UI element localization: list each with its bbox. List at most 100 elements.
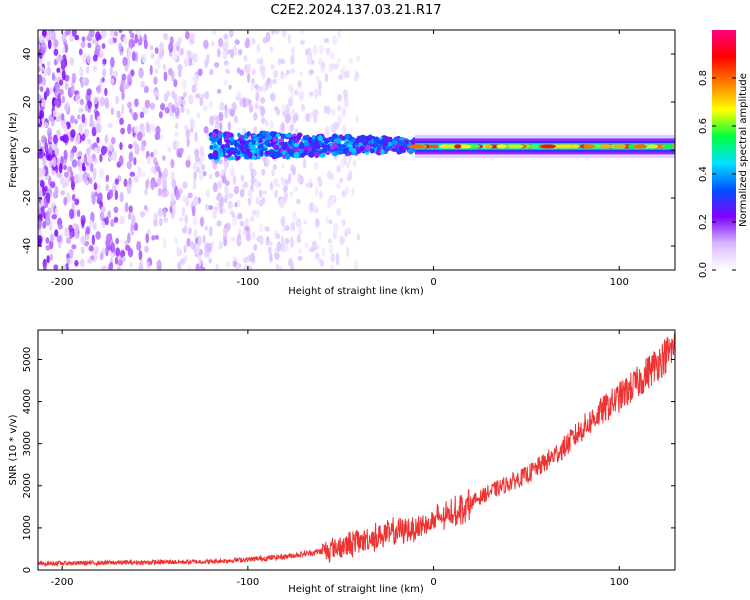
spectrogram-cell xyxy=(104,134,109,144)
spectrogram-cell xyxy=(289,123,295,133)
spectrogram-cell xyxy=(344,133,351,140)
spectrogram-cell xyxy=(146,229,151,235)
spectrogram-cell xyxy=(370,139,375,144)
spectrogram-cell xyxy=(101,30,107,39)
spectrogram-cell xyxy=(178,216,184,222)
spectrogram-cell xyxy=(209,68,214,76)
spectrogram-cell xyxy=(98,167,105,179)
spectrogram-cell xyxy=(270,92,276,102)
spectrogram-cell xyxy=(256,154,261,160)
spectrogram-cell xyxy=(283,190,288,202)
snr-frame xyxy=(37,329,676,571)
spectrogram-cell xyxy=(316,256,322,262)
spectrogram-cell xyxy=(387,141,393,146)
spectrogram-cell xyxy=(186,237,191,247)
spectrogram-cell xyxy=(38,234,43,246)
spectrogram-cell xyxy=(325,47,331,56)
spectrogram-cell xyxy=(124,82,130,90)
spectrogram-cell xyxy=(155,125,161,136)
spectrogram-cell xyxy=(89,161,94,173)
spectrogram-cell xyxy=(81,133,86,141)
spectrogram-cell xyxy=(145,121,150,133)
spectrogram-cell xyxy=(284,244,289,253)
spectrogram-cell xyxy=(190,240,195,250)
spectrogram-cell xyxy=(69,176,75,182)
spectrogram-cell xyxy=(202,105,208,112)
spectrogram-cell xyxy=(274,189,278,199)
spectrogram-cell xyxy=(158,111,163,119)
spectrogram-cell xyxy=(204,250,210,258)
spectrogram-cell xyxy=(40,98,46,108)
spectrogram-cell xyxy=(53,99,59,106)
spectrogram-cell xyxy=(330,195,336,207)
spectrogram-cell xyxy=(298,79,302,90)
spectrogram-cell xyxy=(101,77,105,83)
spectrogram-cell xyxy=(304,241,309,249)
spectrogram-cell xyxy=(351,186,355,196)
spectrogram-cell xyxy=(124,65,129,72)
spectrogram-cell xyxy=(269,181,274,191)
spectrogram-cell xyxy=(411,139,416,146)
spectrogram-cell xyxy=(160,171,167,183)
spectrogram-cell xyxy=(269,241,273,247)
spectrogram-cell xyxy=(250,177,255,187)
spectrogram-cell xyxy=(38,189,43,199)
spectrogram-cell xyxy=(273,152,279,156)
spectrogram-cell xyxy=(168,42,174,53)
spectrogram-cell xyxy=(406,149,413,153)
spectrogram-cell xyxy=(194,131,198,143)
spectrogram-y-tick-label: 20 xyxy=(22,96,33,109)
spectrogram-cell xyxy=(239,188,245,198)
spectrogram-cell xyxy=(149,44,154,51)
spectrogram-cell xyxy=(279,58,285,65)
spectrogram-cell xyxy=(212,182,218,193)
spectrogram-cell xyxy=(188,57,192,66)
spectrogram-cell xyxy=(627,144,637,149)
spectrogram-cell xyxy=(470,144,481,149)
spectrogram-cell xyxy=(99,211,105,221)
spectrogram-cell xyxy=(330,63,336,70)
spectrogram-cell xyxy=(76,158,81,167)
snr-x-tick-label: -100 xyxy=(237,577,260,588)
spectrogram-cell xyxy=(239,98,244,107)
spectrogram-cell xyxy=(202,170,207,177)
spectrogram-cell xyxy=(60,113,65,121)
spectrogram-cell xyxy=(256,133,262,137)
spectrogram-cell xyxy=(130,69,135,77)
spectrogram-cell xyxy=(212,150,219,157)
spectrogram-cell xyxy=(253,126,258,134)
spectrogram-cell xyxy=(82,172,88,183)
spectrogram-cell xyxy=(81,162,86,172)
snr-y-tick-label: 2000 xyxy=(22,473,33,498)
spectrogram-cell xyxy=(38,94,42,101)
spectrogram-cell xyxy=(210,241,215,248)
spectrogram-cell xyxy=(110,77,115,85)
spectrogram-cell xyxy=(210,40,215,47)
spectrogram-cell xyxy=(224,184,229,195)
spectrogram-cell xyxy=(134,144,140,155)
spectrogram-cell xyxy=(45,192,51,203)
spectrogram-cell xyxy=(313,143,320,149)
spectrogram-cell xyxy=(333,121,340,130)
spectrogram-cell xyxy=(188,94,194,105)
spectrogram-cell xyxy=(231,212,236,219)
spectrogram-cell xyxy=(157,187,163,197)
spectrogram-cell xyxy=(89,113,94,125)
spectrogram-cell xyxy=(293,89,299,96)
spectrogram-cell xyxy=(177,69,182,78)
spectrogram-cell xyxy=(261,130,267,136)
spectrogram-cell xyxy=(294,151,300,159)
spectrogram-cell xyxy=(109,66,113,77)
spectrogram-cell xyxy=(308,201,315,213)
spectrogram-cell xyxy=(119,250,126,258)
spectrogram-cell xyxy=(266,239,270,246)
spectrogram-cell xyxy=(48,158,53,169)
spectrogram-cell xyxy=(158,170,162,179)
spectrogram-cell xyxy=(141,53,147,63)
spectrogram-cell xyxy=(41,30,47,38)
spectrogram-cell xyxy=(237,48,243,56)
spectrogram-cell xyxy=(119,142,123,151)
spectrogram-cell xyxy=(180,258,186,265)
spectrogram-cell xyxy=(185,159,191,168)
spectrogram-cell xyxy=(337,104,342,113)
